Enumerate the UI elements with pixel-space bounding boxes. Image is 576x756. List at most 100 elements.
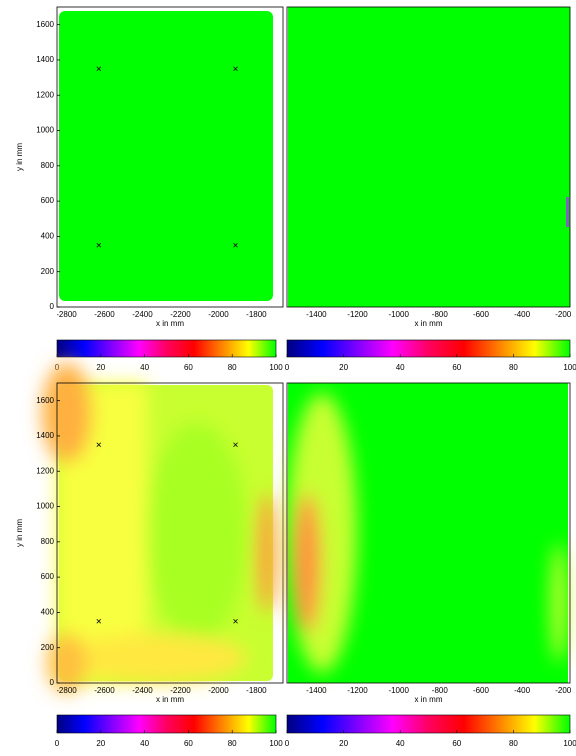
field [288,7,570,307]
x-axis: -1600 -1400 -1200 -1000 -800 -600 -400 -200 [265,686,572,695]
x-tick-label: -800 [432,310,449,319]
colorbar-tick-label: 100 [269,739,283,748]
colorbar-tick-label: 0 [285,739,290,748]
y-axis-label: y in mm [15,143,24,171]
x-tick-label: -200 [555,686,572,695]
marker [96,442,102,448]
marker [233,242,238,248]
x-tick-label: -400 [514,310,531,319]
x-tick-label: -2400 [132,686,153,695]
colorbar-tick-label: 0 [285,363,290,372]
x-tick-label: -2600 [94,310,115,319]
y-tick-label: 200 [41,643,55,652]
x-tick-label: -2000 [208,310,229,319]
colorbar-tick-label: 40 [140,363,149,372]
x-tick-label: -600 [473,686,490,695]
colorbar-tick-label: 80 [228,739,237,748]
field [59,11,273,301]
plot-frame [286,382,571,684]
colorbar-tick-label: 40 [140,739,149,748]
x-tick-label: -600 [473,310,490,319]
plot-frame [56,6,284,308]
y-tick-label: 1000 [36,126,54,135]
x-tick-label: -2800 [56,310,77,319]
y-tick-label: 1000 [36,502,54,511]
colorbar-tick-label: 20 [96,739,105,748]
y-tick-label: 200 [41,267,55,276]
y-tick-label: 1600 [36,20,54,29]
colorbar-tick-label: 60 [184,363,193,372]
colorbar-tick-label: 20 [339,739,348,748]
colorbar-tick-label: 80 [228,363,237,372]
colorbar-tick-label: 0 [55,739,60,748]
x-tick-label: -1600 [265,686,286,695]
y-tick-label: 1600 [36,396,54,405]
x-tick-label: -2800 [56,686,77,695]
marker [96,242,102,248]
x-tick-label: -1800 [246,686,267,695]
y-tick-label: 1200 [36,466,54,475]
x-axis-label: x in mm [156,695,184,704]
x-tick-label: -1400 [306,310,327,319]
x-axis: -2800 -2600 -2400 -2200 -2000 -1800 [56,310,267,319]
colorbar-tick-label: 80 [509,739,518,748]
marker [233,66,238,72]
colorbar-tick-label: 60 [452,363,461,372]
field [293,493,321,633]
x-tick-label: -1800 [246,310,267,319]
colorbar-tick-label: 20 [96,363,105,372]
marker [233,618,238,624]
field [147,423,247,643]
plot-frame [286,6,571,308]
colorbar [56,714,277,734]
colorbar-tick-label: 40 [396,739,405,748]
field [67,633,247,683]
colorbar-tick-label: 60 [452,739,461,748]
x-tick-label: -1400 [306,686,327,695]
x-tick-label: -1200 [347,686,368,695]
x-axis-label: x in mm [415,319,443,328]
x-tick-label: -2400 [132,310,153,319]
field [42,363,92,463]
field [566,197,569,227]
x-tick-label: -200 [555,310,572,319]
colorbar-tick-label: 100 [269,363,283,372]
y-tick-label: 0 [50,678,55,687]
x-axis: -1600 -1400 -1200 -1000 -800 -600 -400 -200 [265,310,572,319]
x-tick-label: -2200 [170,310,191,319]
colorbar-tick-label: 100 [563,739,576,748]
x-tick-label: -1000 [388,686,409,695]
panel [286,6,571,308]
y-tick-label: 600 [41,572,55,581]
x-tick-label: -2000 [208,686,229,695]
x-tick-label: -1600 [265,310,286,319]
colorbar [286,339,571,358]
x-tick-label: -1000 [388,310,409,319]
field [551,543,567,663]
colorbar-tick-label: 100 [563,363,576,372]
x-axis-label: x in mm [415,695,443,704]
panel [56,6,284,308]
x-tick-label: -2200 [170,686,191,695]
x-tick-label: -800 [432,686,449,695]
x-tick-label: -2600 [94,686,115,695]
y-tick-label: 600 [41,196,55,205]
panel [286,382,571,684]
y-tick-label: 800 [41,161,55,170]
y-tick-label: 1200 [36,90,54,99]
colorbar [56,339,277,358]
field [257,493,277,613]
y-tick-label: 400 [41,232,55,241]
marker [233,442,238,448]
marker [96,618,102,624]
y-tick-label: 1400 [36,431,54,440]
y-tick-label: 800 [41,537,55,546]
y-axis-label: y in mm [15,519,24,547]
x-tick-label: -400 [514,686,531,695]
y-tick-label: 1400 [36,55,54,64]
x-axis: -2800 -2600 -2400 -2200 -2000 -1800 [56,686,267,695]
colorbar-tick-label: 80 [509,363,518,372]
x-axis-label: x in mm [156,319,184,328]
plot-frame [56,382,284,684]
